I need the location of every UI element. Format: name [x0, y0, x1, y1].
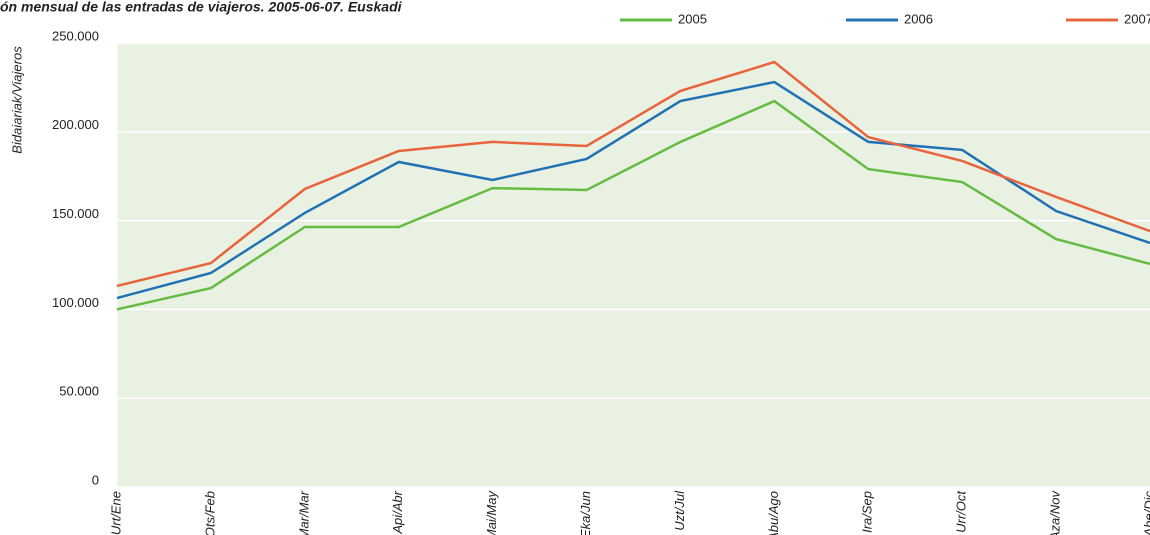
x-tick-label: Mar/Mar — [296, 490, 311, 535]
x-tick-label: Ots/Feb — [202, 491, 217, 535]
y-tick-label: 100.000 — [52, 295, 99, 310]
x-tick-label: Urt/Ene — [108, 491, 123, 535]
y-tick-label: 150.000 — [52, 206, 99, 221]
plot-area — [117, 43, 1150, 487]
chart-title: ón mensual de las entradas de viajeros. … — [0, 0, 403, 15]
x-tick-label: Uzt/Jul — [672, 490, 687, 531]
x-tick-label: Mai/May — [484, 490, 499, 535]
y-axis-label: Bidaiariak/Viajeros — [9, 46, 24, 154]
y-tick-label: 250.000 — [52, 28, 99, 43]
x-tick-label: Ira/Sep — [860, 491, 875, 533]
line-series — [116, 60, 1150, 288]
line-series — [116, 80, 1150, 300]
x-tick-label: Urr/Oct — [954, 490, 969, 533]
legend-label: 2005 — [678, 11, 707, 26]
x-tick-label: Abu/Ago — [766, 491, 781, 535]
x-tick-label: Eka/Jun — [578, 491, 593, 535]
y-tick-label: 200.000 — [52, 117, 99, 132]
y-tick-label: 50.000 — [59, 384, 99, 399]
legend-label: 2007 — [1124, 11, 1150, 26]
line-series — [116, 99, 1150, 311]
x-tick-label: Api/Abr — [390, 490, 405, 534]
legend-label: 2006 — [904, 11, 933, 26]
x-tick-label: Aza/Nov — [1048, 490, 1063, 535]
y-tick-label: 0 — [92, 472, 99, 487]
x-tick-label: Abe/Dic — [1141, 491, 1150, 535]
